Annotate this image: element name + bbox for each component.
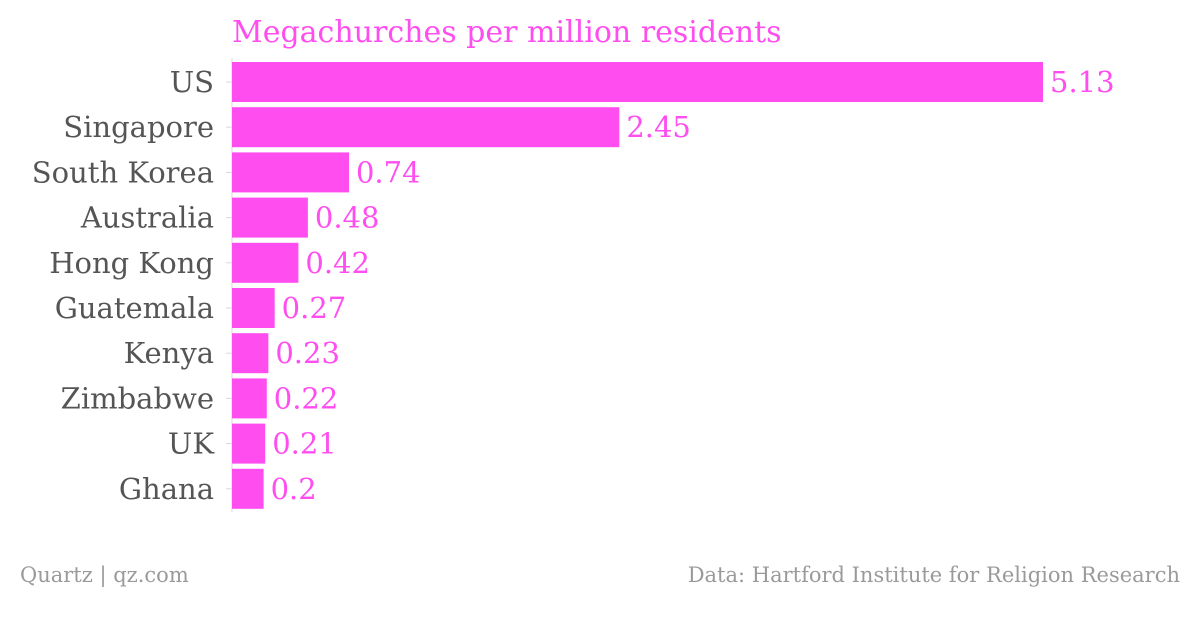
bar: [232, 378, 267, 419]
bars-group: US 5.13 Singapore 2.45 South Korea 0.74 Austra…: [32, 62, 1115, 509]
bar: [232, 107, 620, 148]
value-label: 0.27: [282, 291, 347, 325]
value-label: 0.48: [315, 201, 380, 235]
credit-text: Quartz | qz.com: [20, 563, 189, 587]
bar: [232, 197, 308, 238]
value-label: 0.42: [305, 246, 370, 280]
source-text: Data: Hartford Institute for Religion Re…: [687, 563, 1180, 587]
category-label: UK: [168, 427, 215, 461]
bar: [232, 152, 349, 193]
category-label: Singapore: [63, 110, 214, 144]
bar: [232, 423, 266, 464]
category-label: Ghana: [119, 472, 214, 506]
category-label: Hong Kong: [49, 246, 214, 280]
value-label: 0.74: [356, 155, 421, 189]
chart-title: Megachurches per million residents: [232, 15, 782, 50]
bar: [232, 468, 264, 509]
value-label: 0.21: [272, 427, 337, 461]
bar: [232, 288, 275, 328]
category-label: Australia: [80, 201, 214, 235]
category-label: Kenya: [124, 336, 214, 370]
category-label: Zimbabwe: [61, 381, 214, 415]
value-label: 0.22: [274, 381, 339, 415]
value-label: 0.23: [275, 336, 340, 370]
category-label: Guatemala: [55, 291, 214, 325]
bar: [232, 333, 269, 374]
category-label: US: [170, 65, 214, 99]
value-label: 2.45: [626, 110, 691, 144]
bar: [232, 242, 299, 283]
value-label: 0.2: [271, 472, 317, 506]
value-label: 5.13: [1050, 65, 1115, 99]
category-label: South Korea: [32, 155, 214, 189]
bar: [232, 62, 1043, 102]
